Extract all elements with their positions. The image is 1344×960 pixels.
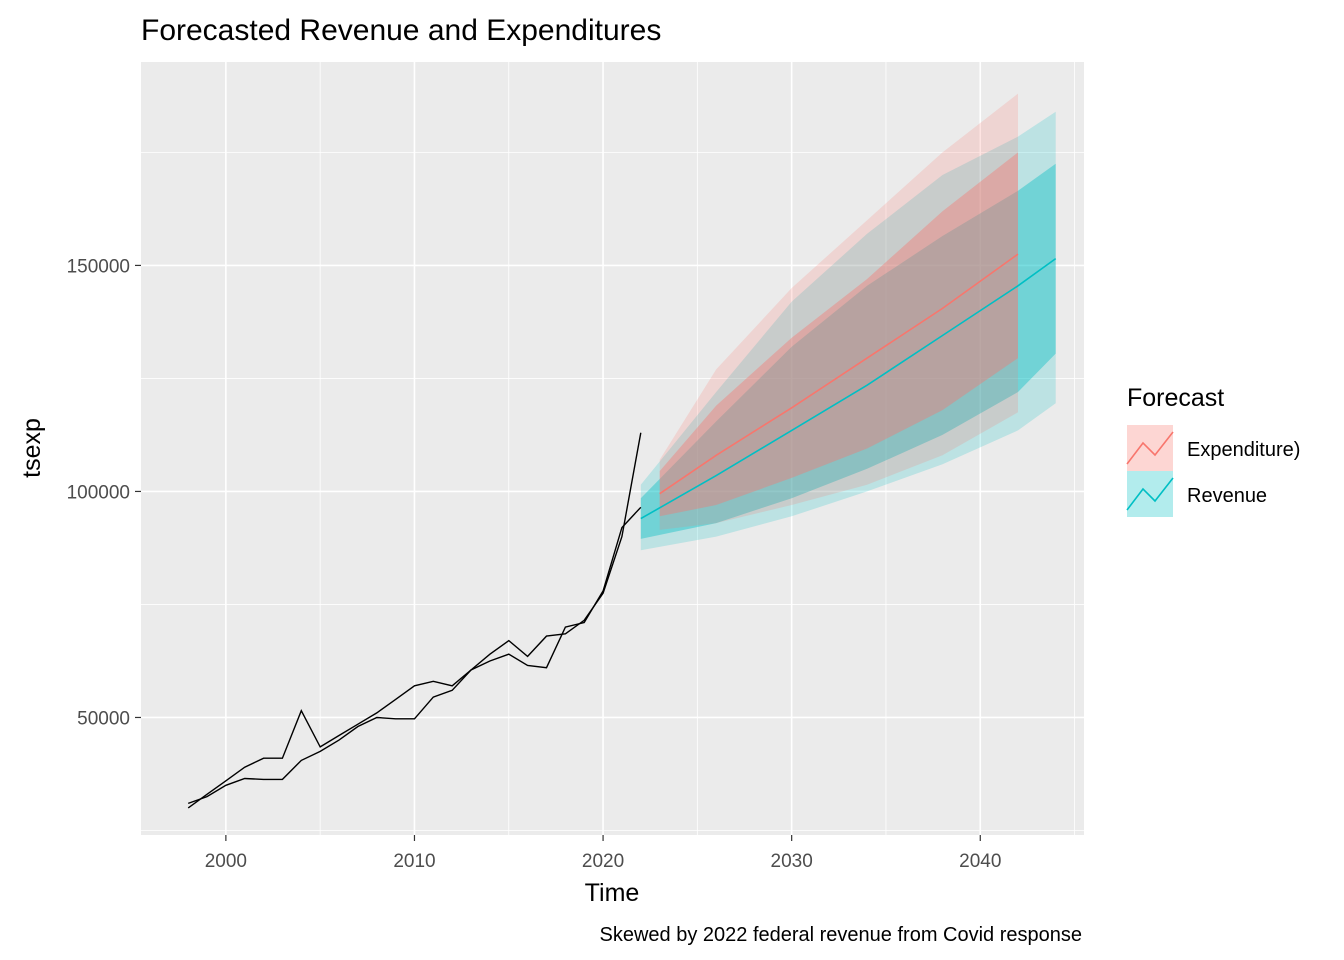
revenue-80-interval [640,163,1056,539]
y-axis-title: tsexp [18,418,46,478]
legend-key-expenditure [1126,425,1174,471]
legend-title: Forecast [1127,384,1224,412]
x-tick-label: 2020 [582,851,624,872]
x-tick-label: 2010 [393,851,435,872]
revenue-forecast-line [640,257,1057,520]
legend: Forecast Expenditure) Revenue [1126,384,1300,517]
chart-title: Forecasted Revenue and Expenditures [141,14,661,47]
legend-key-revenue-line [1126,477,1174,511]
revenue-95-interval [640,111,1056,551]
legend-key-expenditure-line [1126,431,1174,465]
x-axis-ticks: 2000 2010 2020 2030 2040 [205,835,1001,872]
minor-gridlines [141,62,1084,835]
legend-label-revenue: Revenue [1187,485,1267,507]
x-tick-label: 2000 [205,851,247,872]
x-tick-label: 2040 [959,851,1001,872]
historical-line-1 [187,506,642,805]
historical-line-2 [187,432,642,809]
x-tick-label: 2030 [771,851,813,872]
expenditure-80-interval [659,152,1018,517]
y-axis-ticks: 50000 100000 150000 [67,256,141,729]
plot-panel [141,62,1084,835]
y-tick-label: 50000 [77,708,130,729]
legend-key-expenditure-fill [1127,425,1173,471]
forecast-intervals [640,93,1056,551]
legend-key-revenue [1126,471,1174,517]
expenditure-forecast-line [659,253,1019,495]
legend-key-revenue-fill [1127,471,1173,517]
y-tick-label: 100000 [67,482,130,503]
major-gridlines [141,62,1084,835]
series-lines [187,253,1057,809]
chart-caption: Skewed by 2022 federal revenue from Covi… [600,924,1083,946]
x-axis-title: Time [585,879,640,907]
expenditure-95-interval [659,93,1018,530]
y-tick-label: 150000 [67,256,130,277]
legend-label-expenditure: Expenditure) [1187,439,1300,461]
